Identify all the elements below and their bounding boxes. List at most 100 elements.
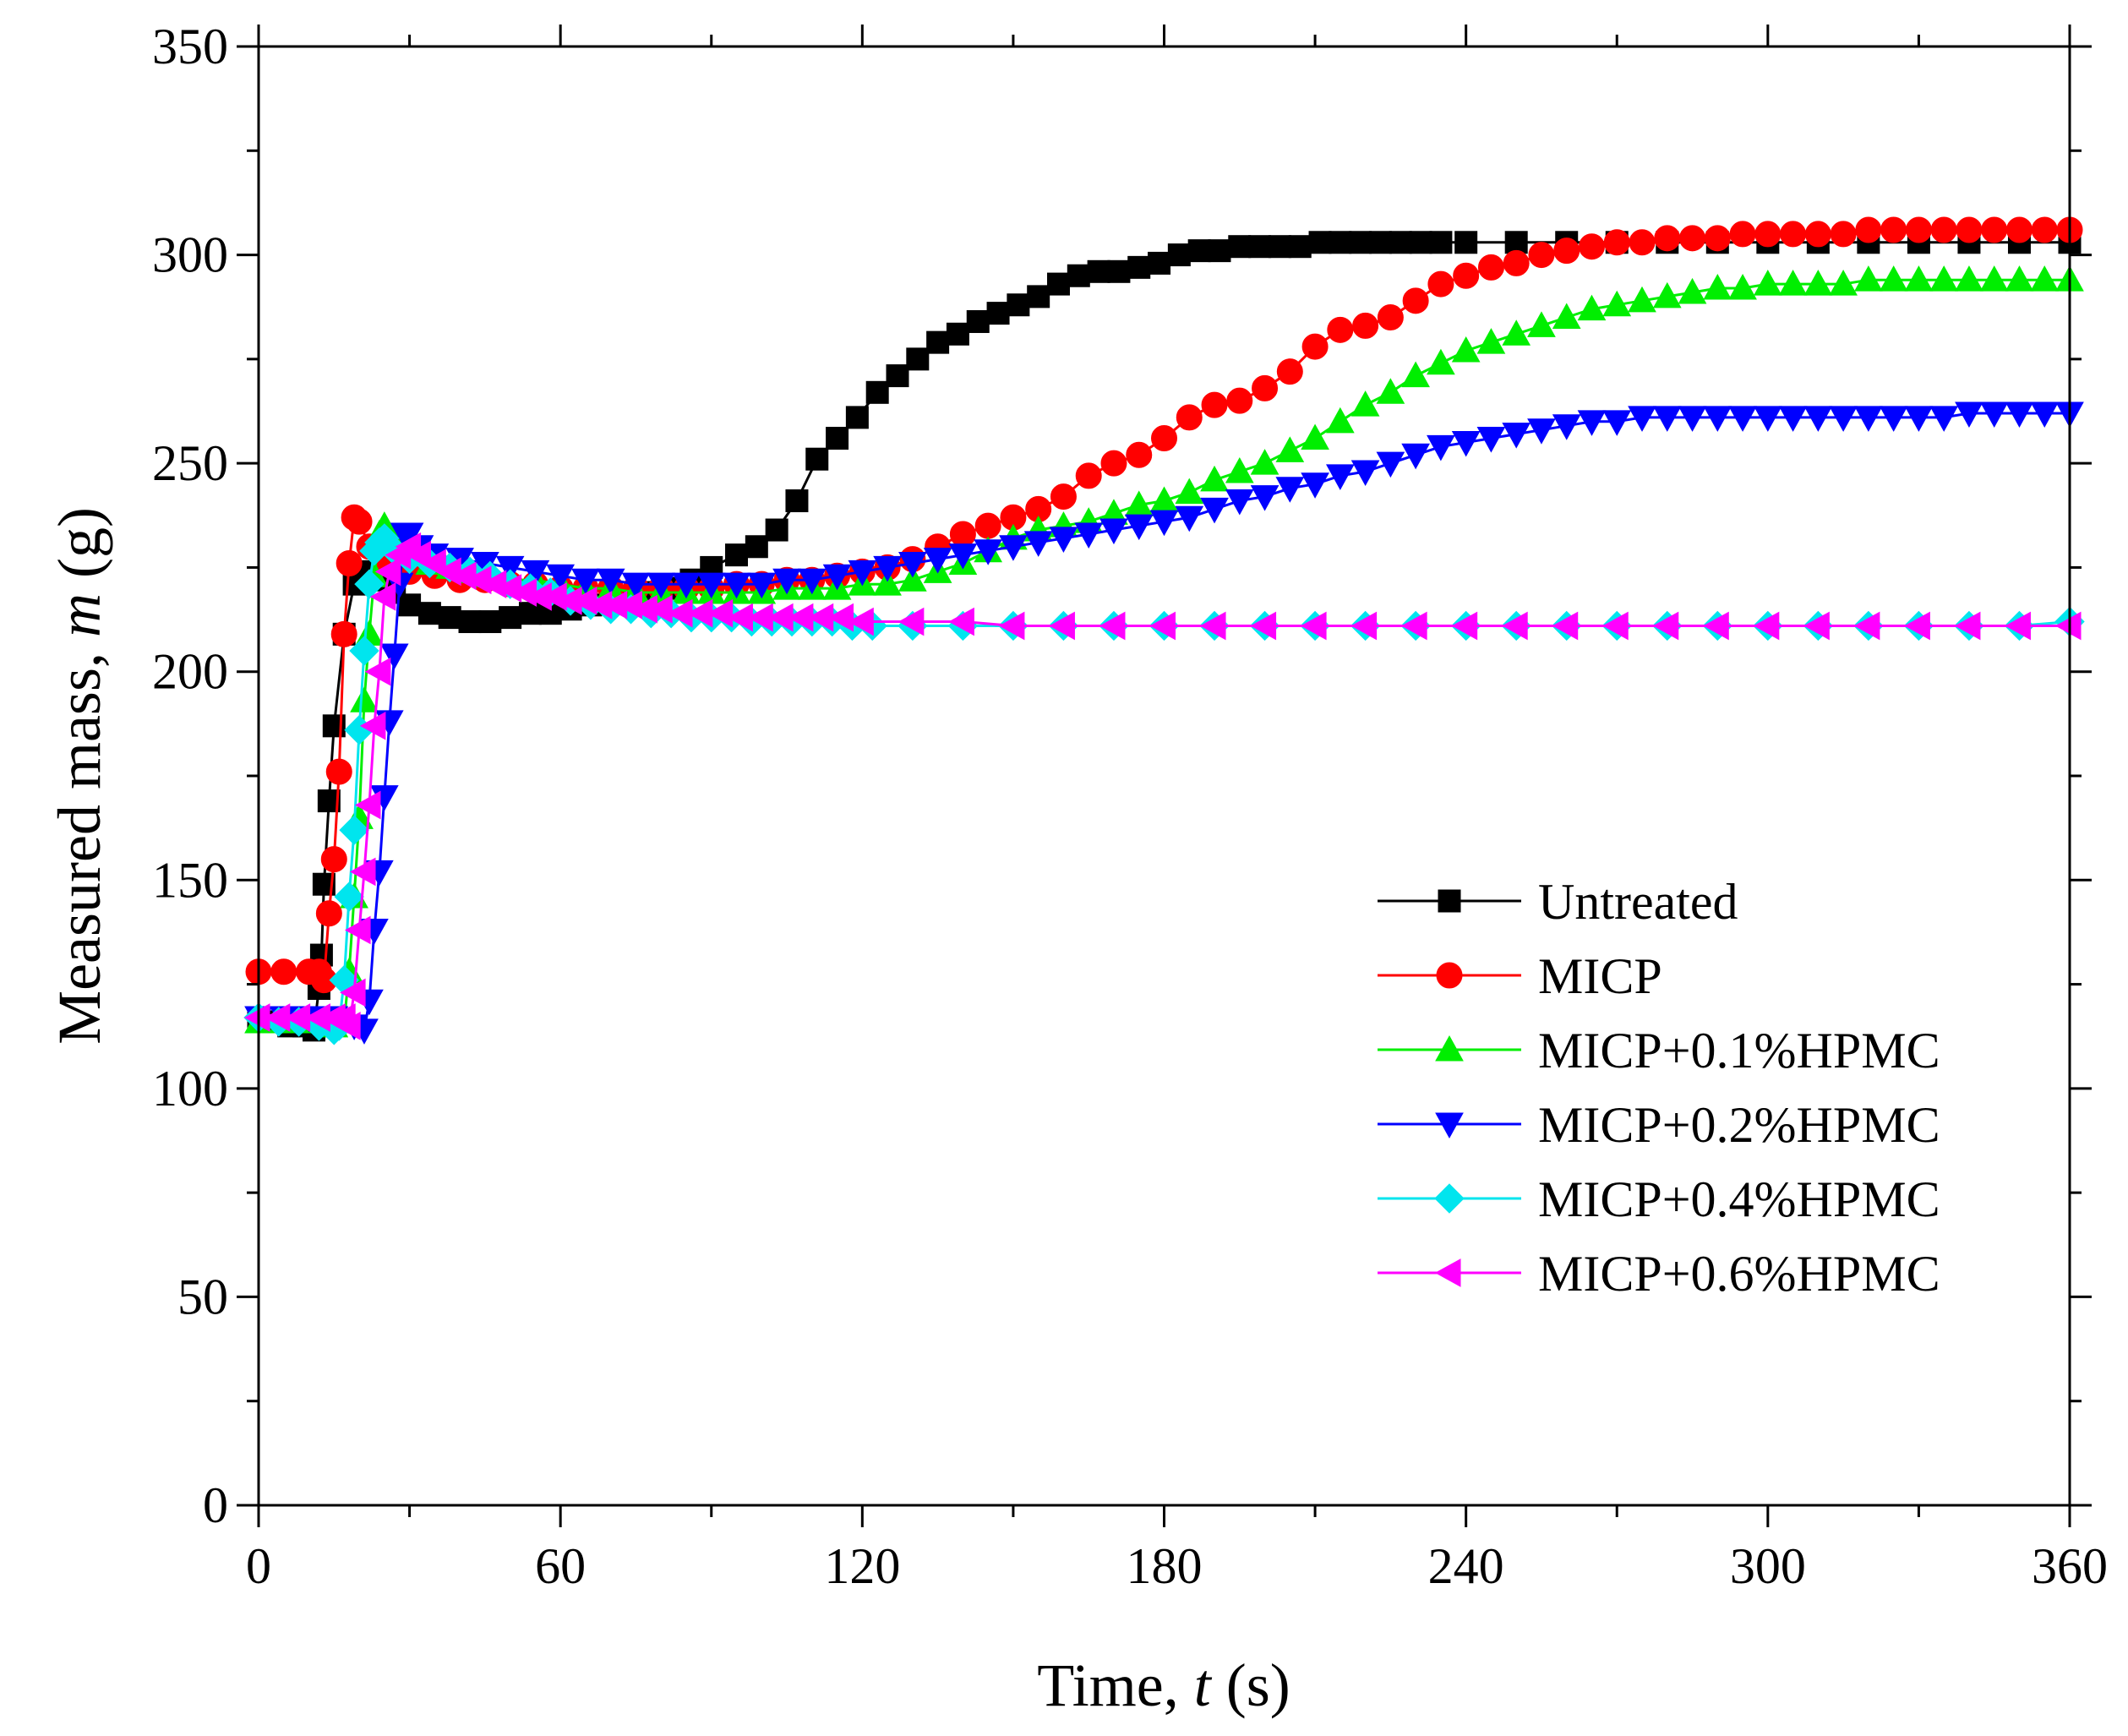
data-point: [354, 790, 381, 820]
data-point: [2005, 216, 2033, 243]
data-point: [1552, 303, 1581, 330]
x-axis-title: Time, t (s): [1037, 1651, 1290, 1719]
data-point: [1603, 229, 1630, 256]
legend-marker: [1436, 962, 1463, 989]
data-point: [1329, 231, 1352, 254]
data-point: [1904, 406, 1934, 432]
data-point: [986, 302, 1010, 325]
legend: Untreated MICP MICP+0.1%HPMC MICP+0.2%HPMC M…: [1378, 874, 1940, 1302]
data-point: [1704, 225, 1731, 252]
data-point: [1427, 434, 1455, 461]
data-point: [2030, 401, 2060, 429]
data-point: [1930, 216, 1957, 243]
data-point: [1389, 231, 1412, 254]
data-point: [1409, 231, 1432, 254]
data-point: [1955, 401, 1983, 429]
data-point: [1099, 611, 1126, 641]
data-point: [349, 636, 379, 666]
data-point: [1376, 451, 1405, 478]
data-point: [621, 572, 651, 599]
data-point: [1228, 235, 1252, 259]
data-point: [1326, 464, 1355, 490]
data-point: [1429, 231, 1453, 254]
series-5: [243, 532, 2082, 1040]
data-point: [1678, 277, 1707, 304]
x-tick-label: 180: [1127, 1538, 1203, 1594]
data-point: [848, 607, 874, 636]
data-point: [1602, 410, 1632, 436]
data-point: [1308, 231, 1332, 254]
data-point: [1629, 229, 1656, 256]
data-point: [1929, 265, 1959, 292]
data-point: [1453, 262, 1480, 289]
data-point: [1200, 497, 1229, 524]
data-point: [826, 427, 849, 450]
data-point: [1199, 611, 1226, 641]
data-point: [873, 555, 902, 582]
x-axis-ticks: 0 60 120 180 240 300 360: [246, 25, 2108, 1594]
data-point: [1049, 527, 1078, 553]
data-point: [1854, 265, 1883, 292]
data-point: [745, 535, 768, 559]
data-point: [1187, 239, 1211, 263]
x-tick-label: 240: [1428, 1538, 1504, 1594]
data-point: [330, 620, 357, 647]
data-point: [398, 593, 422, 617]
data-point: [1476, 328, 1506, 354]
data-point: [354, 569, 385, 599]
data-point: [948, 607, 974, 636]
data-point: [1074, 522, 1104, 549]
data-point: [1225, 489, 1254, 516]
data-point: [886, 364, 909, 388]
data-point: [1451, 430, 1481, 457]
data-point: [335, 1012, 361, 1040]
data-point: [1729, 221, 1756, 248]
data-point: [1288, 235, 1312, 259]
data-point: [1268, 235, 1291, 259]
data-point: [696, 572, 726, 599]
data-point: [1252, 374, 1279, 401]
data-point: [1349, 231, 1372, 254]
data-point: [845, 406, 869, 429]
data-point: [772, 568, 801, 595]
data-point: [966, 309, 990, 333]
data-point: [521, 560, 550, 587]
data-point: [1981, 216, 2008, 243]
legend-label: MICP: [1538, 948, 1662, 1004]
data-point: [1275, 477, 1305, 503]
data-point: [1350, 390, 1380, 417]
y-axis-ticks: 0 50 100 150 200 250 300 350: [152, 19, 2092, 1533]
data-point: [1376, 378, 1405, 404]
data-point: [672, 572, 701, 599]
data-point: [926, 330, 950, 354]
data-point: [725, 543, 749, 567]
data-point: [1350, 611, 1378, 641]
legend-marker: [1435, 1035, 1464, 1062]
data-point: [1050, 483, 1077, 510]
data-point: [1979, 265, 2009, 292]
data-point: [2030, 265, 2060, 292]
data-point: [546, 564, 576, 591]
data-point: [596, 568, 625, 595]
data-point: [336, 549, 363, 576]
data-point: [1829, 270, 1858, 296]
y-tick-label: 0: [203, 1477, 228, 1533]
data-point: [1502, 319, 1531, 346]
data-point: [906, 347, 930, 371]
data-point: [345, 915, 371, 945]
data-point: [827, 603, 854, 632]
y-tick-label: 250: [152, 435, 228, 491]
data-point: [1553, 237, 1580, 265]
data-point: [1955, 265, 1983, 292]
data-point: [1099, 518, 1128, 545]
data-point: [1753, 406, 1782, 432]
series-line: [259, 278, 2070, 1028]
data-point: [1427, 348, 1455, 375]
data-point: [1602, 290, 1632, 317]
data-point: [1803, 270, 1833, 296]
y-axis-title: Measured mass, m (g): [46, 507, 113, 1045]
data-point: [349, 857, 376, 887]
data-point: [2005, 265, 2034, 292]
data-point: [747, 572, 777, 599]
legend-entry: MICP+0.2%HPMC: [1378, 1097, 1940, 1153]
